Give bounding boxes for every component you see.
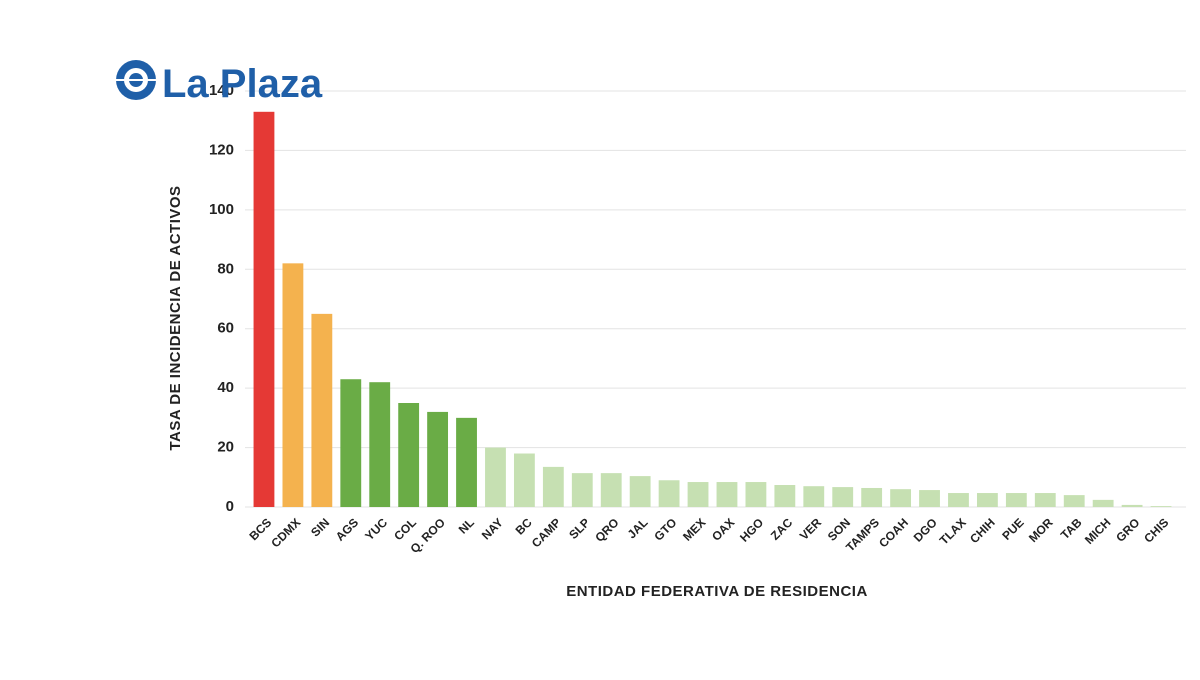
y-axis-title: TASA DE INCIDENCIA DE ACTIVOS — [167, 185, 184, 450]
y-tick-label: 100 — [209, 201, 234, 218]
bar — [658, 480, 680, 507]
x-tick-label: TLAX — [937, 515, 969, 547]
bar — [1005, 493, 1027, 507]
bar — [976, 493, 998, 507]
x-tick-label: TAB — [1058, 515, 1085, 542]
bar — [456, 417, 477, 507]
bar — [513, 453, 535, 507]
bar — [427, 411, 449, 507]
bar — [1034, 493, 1056, 507]
bar — [774, 485, 796, 507]
x-tick-label: MICH — [1082, 515, 1114, 547]
x-tick-label: AGS — [333, 515, 361, 543]
bar — [282, 263, 304, 507]
x-tick-label: CAMP — [529, 515, 564, 550]
bar — [832, 487, 854, 507]
y-tick-label: 0 — [226, 498, 234, 515]
y-tick-label: 140 — [209, 82, 234, 99]
x-tick-label: MOR — [1026, 515, 1056, 545]
x-axis-title: ENTIDAD FEDERATIVA DE RESIDENCIA — [566, 583, 868, 600]
bar — [369, 382, 391, 507]
bar — [890, 489, 912, 507]
y-tick-label: 40 — [217, 379, 234, 396]
bar — [861, 487, 883, 507]
x-tick-label: QRO — [592, 515, 621, 544]
x-tick-label: SLP — [566, 515, 592, 541]
bar — [803, 486, 825, 507]
x-tick-label: VER — [797, 515, 825, 543]
bar — [311, 313, 333, 507]
y-tick-label: 80 — [217, 260, 234, 277]
x-tick-label: SIN — [308, 515, 332, 539]
bar — [1063, 495, 1085, 507]
bar — [948, 493, 969, 507]
x-tick-label: JAL — [625, 515, 651, 541]
y-tick-label: 120 — [209, 141, 234, 158]
bar — [687, 482, 709, 507]
x-tick-label: NAY — [479, 515, 506, 542]
bar — [571, 473, 593, 507]
x-tick-label: YUC — [362, 515, 390, 543]
x-tick-label: HGO — [737, 515, 766, 544]
x-tick-label: CHIS — [1141, 515, 1171, 545]
bar — [485, 447, 506, 507]
bar — [398, 403, 420, 507]
bar — [716, 482, 738, 507]
bar — [340, 379, 362, 507]
bar — [253, 111, 275, 508]
bar — [1092, 499, 1114, 507]
x-tick-label: PUE — [999, 515, 1026, 542]
x-tick-label: GRO — [1113, 515, 1142, 544]
bar — [1121, 504, 1143, 507]
x-tick-label: DGO — [911, 515, 940, 544]
x-tick-label: ZAC — [768, 515, 796, 543]
x-tick-label: OAX — [709, 515, 737, 543]
x-tick-label: MEX — [680, 515, 708, 543]
x-tick-label: CDMX — [268, 515, 303, 550]
bar — [600, 473, 622, 507]
x-tick-label: GTO — [651, 515, 679, 543]
bar — [919, 490, 940, 507]
logo: La Plaza — [110, 60, 323, 106]
y-tick-label: 60 — [217, 320, 234, 337]
bar — [629, 476, 651, 507]
x-tick-label: BC — [513, 515, 535, 537]
y-tick-label: 20 — [217, 439, 234, 456]
bar — [1150, 506, 1172, 507]
x-tick-label: COAH — [876, 515, 911, 550]
x-tick-label: CHIH — [967, 515, 998, 546]
logo-text: La Plaza — [162, 62, 323, 106]
bar — [542, 466, 564, 507]
bar — [745, 482, 767, 507]
x-tick-label: NL — [456, 515, 477, 536]
